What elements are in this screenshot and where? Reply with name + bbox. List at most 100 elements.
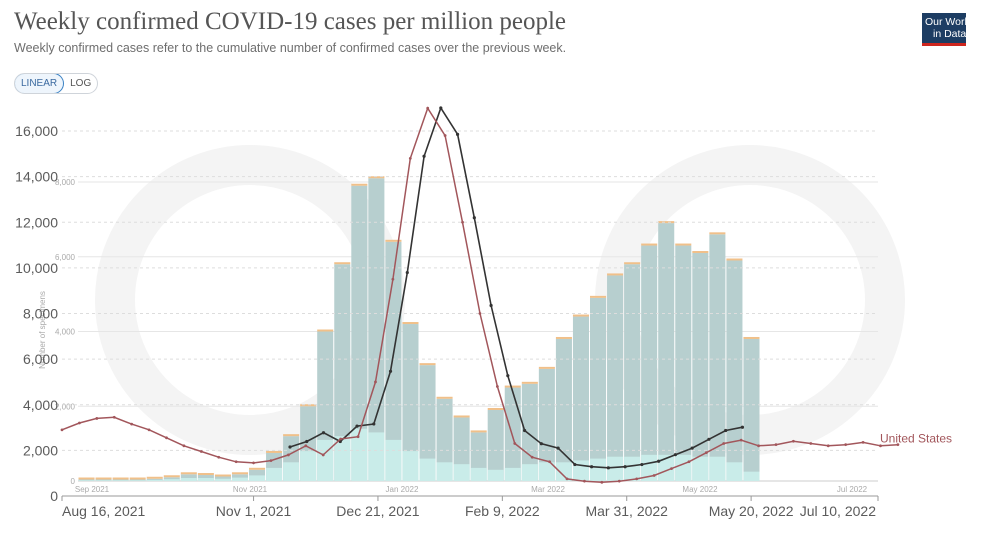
- overlay-bar-cap: [283, 434, 300, 437]
- overlay-bar-cap: [351, 183, 368, 186]
- overlay-bar-cap: [95, 477, 112, 480]
- overlay-bar-cap: [504, 385, 521, 388]
- overlay-bar: [419, 365, 436, 481]
- overlay-bar: [334, 264, 351, 481]
- overlay-bar-cap: [249, 467, 266, 470]
- y-tick-label: 0: [50, 488, 58, 504]
- overlay-y-axis-label: Number of specimens: [38, 291, 47, 369]
- overlay-bar-lower: [607, 456, 624, 481]
- series-label-united-states: United States: [880, 432, 952, 446]
- overlay-bar-cap: [470, 430, 487, 433]
- overlay-series-path: [289, 106, 743, 469]
- overlay-bar-lower: [197, 478, 214, 481]
- overlay-x-tick-label: Sep 2021: [75, 485, 110, 494]
- overlay-y-tick-label: 4,000: [55, 328, 76, 337]
- overlay-bar-lower: [334, 436, 351, 481]
- y-tick-label: 12,000: [15, 214, 58, 230]
- overlay-bar-lower: [112, 480, 129, 481]
- overlay-bar-cap: [658, 221, 675, 224]
- overlay-bar-lower: [317, 439, 334, 481]
- y-tick-label: 8,000: [23, 306, 58, 322]
- y-tick-label: 14,000: [15, 169, 58, 185]
- overlay-bar-cap: [231, 472, 248, 475]
- overlay-bar: [726, 260, 743, 481]
- overlay-y-tick-label: 2,000: [55, 402, 76, 411]
- overlay-line: [288, 106, 745, 470]
- y-tick-label: 10,000: [15, 260, 58, 276]
- overlay-bar-lower: [300, 451, 317, 481]
- overlay-bar-cap: [112, 477, 129, 480]
- overlay-bar-cap: [436, 396, 453, 399]
- overlay-bar: [538, 368, 555, 481]
- logo-line-2: in Data: [933, 28, 966, 40]
- linear-scale-button[interactable]: LINEAR: [15, 74, 65, 93]
- overlay-y-tick-label: 8,000: [55, 178, 76, 187]
- series-path-united-states: [61, 106, 898, 484]
- chart-title: Weekly confirmed COVID-19 cases per mill…: [14, 8, 566, 35]
- overlay-bar-cap: [368, 176, 385, 179]
- overlay-bar-lower: [675, 454, 692, 481]
- overlay-bar-lower: [453, 464, 470, 481]
- overlay-bar-cap: [641, 243, 658, 246]
- watermark-ring-1: [95, 145, 405, 455]
- overlay-bar-cap: [692, 251, 709, 254]
- overlay-x-tick-label: Mar 2022: [531, 485, 565, 494]
- overlay-bar: [692, 253, 709, 481]
- overlay-bar-cap: [180, 472, 197, 475]
- overlay-bar-cap: [402, 322, 419, 325]
- logo-line-1: Our World: [925, 16, 966, 28]
- overlay-bar-lower: [726, 462, 743, 481]
- overlay-bar-cap: [146, 476, 163, 479]
- overlay-bar-lower: [658, 454, 675, 481]
- overlay-bar-cap: [521, 381, 538, 384]
- overlay-bar-cap: [624, 262, 641, 265]
- overlay-bar-lower: [214, 478, 231, 481]
- overlay-bar-lower: [385, 439, 402, 481]
- overlay-bar: [641, 245, 658, 481]
- y-tick-label: 16,000: [15, 123, 58, 139]
- overlay-bar-cap: [572, 314, 589, 317]
- overlay-y-tick-label: 0: [71, 477, 76, 486]
- y-tick-label: 2,000: [23, 442, 58, 458]
- overlay-bar-cap: [675, 243, 692, 246]
- x-tick-label: Mar 31, 2022: [585, 503, 668, 519]
- overlay-bar: [572, 316, 589, 481]
- overlay-bar: [231, 474, 248, 481]
- overlay-bar-cap: [129, 477, 146, 480]
- overlay-bar: [504, 387, 521, 481]
- overlay-x-tick-label: May 2022: [682, 485, 718, 494]
- overlay-bar-lower: [146, 479, 163, 481]
- x-tick-label: Aug 16, 2021: [62, 503, 146, 519]
- overlay-bar-lower: [590, 458, 607, 481]
- overlay-bar-cap: [317, 329, 334, 332]
- overlay-bar-lower: [555, 462, 572, 481]
- overlay-bar-cap: [419, 363, 436, 366]
- axes: Aug 16, 2021 Nov 1, 2021 Dec 21, 2021 Feb 9…: [61, 496, 879, 519]
- overlay-bar-cap: [555, 336, 572, 339]
- log-scale-button[interactable]: LOG: [70, 78, 92, 89]
- overlay-bar: [555, 338, 572, 481]
- overlay-bar-cap: [78, 477, 95, 480]
- overlay-bar-lower: [470, 467, 487, 481]
- overlay-bar: [624, 264, 641, 481]
- x-tick-label: Feb 9, 2022: [465, 503, 540, 519]
- overlay-bar-lower: [402, 451, 419, 481]
- overlay-bar: [487, 409, 504, 481]
- overlay-bar: [521, 383, 538, 481]
- overlay-bar-lower: [351, 428, 368, 481]
- overlay-bar-cap: [334, 262, 351, 265]
- overlay-bar: [402, 324, 419, 481]
- owid-logo[interactable]: Our World in Data: [922, 13, 966, 46]
- overlay-x-tick-label: Jul 2022: [837, 485, 868, 494]
- overlay-bars: [78, 176, 760, 482]
- overlay-bar-lower: [504, 467, 521, 481]
- series-line: United States: [60, 106, 952, 484]
- x-tick-label: Dec 21, 2021: [336, 503, 419, 519]
- overlay-bar-cap: [607, 273, 624, 276]
- overlay-bar-lower: [521, 464, 538, 481]
- overlay-bar-lower: [231, 477, 248, 481]
- overlay-bar: [658, 223, 675, 482]
- overlay-bar: [590, 297, 607, 481]
- overlay-bar: [351, 185, 368, 482]
